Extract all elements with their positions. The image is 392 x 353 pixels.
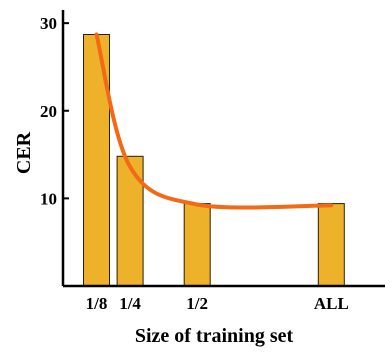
x-tick-label-1-2: 1/2 <box>186 294 208 313</box>
bar-all <box>317 203 345 287</box>
y-ticks: 10 20 30 <box>40 14 69 208</box>
y-tick-label-10: 10 <box>40 189 57 208</box>
y-axis-title: CER <box>13 131 35 174</box>
x-axis-title: Size of training set <box>135 325 294 347</box>
x-tick-label-1-4: 1/4 <box>119 294 141 313</box>
bar-1-4 <box>116 155 144 287</box>
trend-curve <box>94 32 334 210</box>
bars-layer <box>83 34 345 287</box>
x-ticks: 1/8 1/4 1/2 ALL <box>86 294 349 313</box>
bar-1-2 <box>183 203 211 287</box>
x-tick-label-1-8: 1/8 <box>86 294 108 313</box>
x-tick-label-all: ALL <box>314 294 349 313</box>
y-tick-label-30: 30 <box>40 14 57 33</box>
y-tick-label-20: 20 <box>40 102 57 121</box>
